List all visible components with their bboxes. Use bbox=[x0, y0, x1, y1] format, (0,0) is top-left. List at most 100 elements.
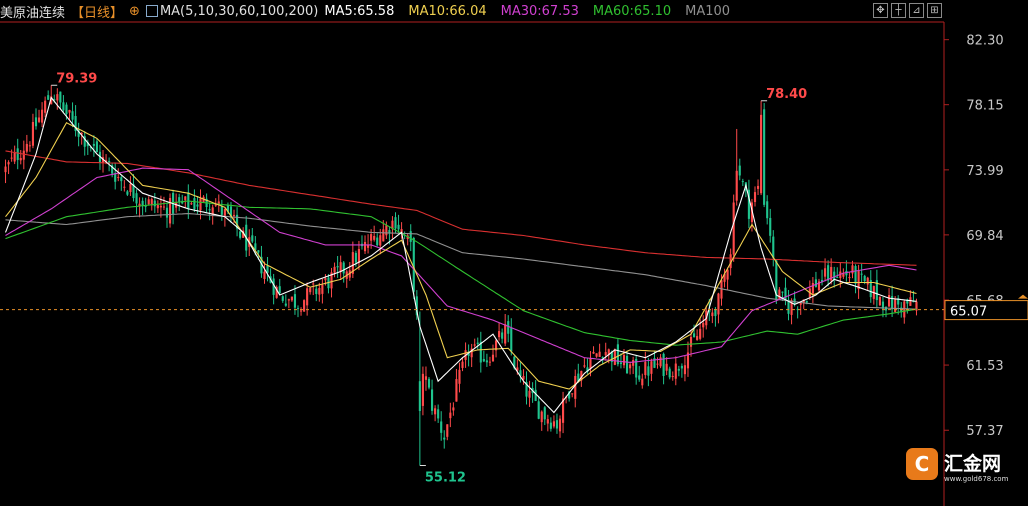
candle-down bbox=[772, 236, 775, 258]
candle-up bbox=[607, 349, 610, 356]
candle-down bbox=[680, 365, 683, 369]
candle-down bbox=[342, 262, 345, 274]
candle-down bbox=[92, 143, 95, 146]
candle-up bbox=[150, 198, 153, 206]
candle-up bbox=[56, 94, 59, 101]
chart-toolbar: ✥ ┼ ⊿ ⊞ bbox=[873, 3, 942, 18]
candle-up bbox=[373, 236, 376, 240]
candle-down bbox=[513, 356, 516, 369]
candle-down bbox=[86, 142, 89, 147]
candle-up bbox=[37, 117, 41, 122]
candle-up bbox=[650, 361, 653, 374]
candle-down bbox=[430, 389, 434, 411]
candle-up bbox=[290, 296, 293, 301]
candle-up bbox=[817, 281, 821, 291]
candle-down bbox=[77, 130, 80, 137]
candle-up bbox=[622, 355, 626, 366]
candle-up bbox=[379, 235, 382, 246]
period-label[interactable]: 【日线】 bbox=[71, 5, 124, 21]
candle-up bbox=[671, 375, 674, 377]
candle-up bbox=[878, 296, 881, 306]
candle-up bbox=[470, 348, 473, 358]
candle-up bbox=[22, 150, 25, 160]
candle-up bbox=[117, 176, 120, 178]
candle-up bbox=[242, 230, 245, 238]
candle-up bbox=[683, 365, 686, 375]
candle-up bbox=[232, 214, 236, 216]
candle-up bbox=[211, 207, 214, 217]
candle-down bbox=[254, 243, 257, 250]
candle-up bbox=[19, 158, 22, 161]
ma-indicator-icon[interactable] bbox=[145, 5, 158, 17]
candle-up bbox=[330, 272, 333, 289]
candle-up bbox=[190, 203, 193, 205]
candle-down bbox=[336, 266, 339, 268]
candle-down bbox=[412, 237, 415, 292]
candle-up bbox=[473, 344, 476, 346]
candle-up bbox=[156, 205, 159, 209]
candle-up bbox=[641, 378, 644, 386]
candle-up bbox=[723, 273, 726, 282]
candle-up bbox=[104, 160, 108, 162]
candle-down bbox=[875, 280, 878, 301]
candle-down bbox=[229, 206, 233, 218]
chart-toggle-icon[interactable]: ⊞ bbox=[927, 3, 942, 18]
logo-url: www.gold678.com bbox=[944, 475, 1009, 483]
candle-up bbox=[799, 302, 802, 305]
draw-icon[interactable]: ⊿ bbox=[909, 3, 924, 18]
candle-down bbox=[784, 287, 787, 301]
candle-up bbox=[123, 186, 126, 188]
candle-up bbox=[760, 114, 763, 194]
last-price-label: 65.07 bbox=[950, 305, 987, 320]
candle-up bbox=[339, 262, 342, 273]
y-tick-label: 73.99 bbox=[966, 164, 1003, 179]
candle-down bbox=[577, 373, 580, 382]
ma-params[interactable]: MA(5,10,30,60,100,200) bbox=[159, 3, 319, 19]
candle-down bbox=[260, 256, 263, 274]
candle-up bbox=[686, 352, 690, 369]
candle-down bbox=[738, 165, 741, 176]
candle-down bbox=[394, 217, 397, 229]
candle-down bbox=[805, 301, 808, 303]
candle-down bbox=[83, 136, 86, 147]
candle-down bbox=[120, 177, 123, 182]
candle-up bbox=[68, 109, 71, 113]
circle-plus-icon[interactable]: ⊕ bbox=[129, 3, 140, 19]
move-icon[interactable]: ✥ bbox=[873, 3, 888, 18]
candle-up bbox=[129, 183, 132, 193]
candle-down bbox=[34, 117, 38, 127]
candle-down bbox=[485, 360, 488, 363]
candle-up bbox=[729, 254, 732, 269]
candle-up bbox=[644, 361, 647, 376]
candle-down bbox=[409, 231, 412, 242]
candle-down bbox=[568, 391, 571, 399]
candle-up bbox=[494, 340, 498, 351]
candle-up bbox=[732, 202, 735, 255]
candle-down bbox=[239, 231, 242, 238]
candle-up bbox=[824, 268, 827, 277]
candle-up bbox=[866, 277, 869, 285]
candle-up bbox=[848, 277, 851, 279]
candle-down bbox=[153, 200, 156, 207]
candle-up bbox=[357, 249, 361, 263]
candle-down bbox=[71, 111, 74, 120]
candle-up bbox=[498, 331, 501, 338]
candle-up bbox=[324, 278, 327, 281]
candle-up bbox=[546, 419, 549, 424]
ma5-value: MA5:65.58 bbox=[324, 3, 395, 19]
last-price-marker-icon bbox=[1018, 294, 1028, 299]
candle-up bbox=[894, 299, 897, 312]
candle-down bbox=[196, 204, 199, 207]
candle-down bbox=[95, 141, 98, 153]
candle-up bbox=[458, 369, 461, 384]
symbol-name[interactable]: 美原油连续 bbox=[0, 5, 66, 21]
candle-up bbox=[790, 300, 793, 315]
candle-down bbox=[108, 161, 111, 164]
candle-up bbox=[613, 349, 616, 365]
ma60-line bbox=[5, 200, 917, 346]
candle-down bbox=[906, 299, 909, 304]
candle-up bbox=[452, 407, 455, 411]
crosshair-icon[interactable]: ┼ bbox=[891, 3, 906, 18]
candle-up bbox=[50, 96, 53, 105]
